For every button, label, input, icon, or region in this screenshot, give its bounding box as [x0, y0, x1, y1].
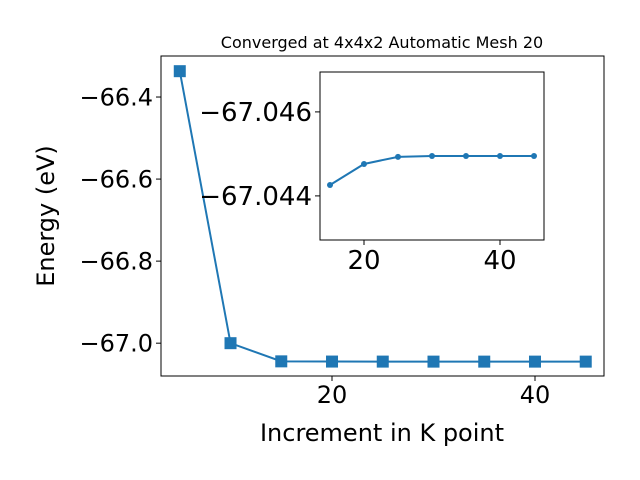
data-point [429, 153, 435, 159]
data-point [478, 355, 491, 368]
y-tick-label: −66.8 [79, 248, 153, 276]
x-tick-label: 40 [483, 246, 516, 276]
data-point [224, 337, 237, 350]
data-point [326, 181, 333, 188]
y-tick-label: −66.4 [79, 83, 153, 111]
data-point [376, 355, 389, 368]
data-point [497, 153, 504, 159]
x-tick-label: 20 [317, 381, 348, 409]
data-point [531, 153, 538, 159]
y-tick-label: −67.044 [199, 182, 312, 212]
data-point [360, 160, 367, 167]
data-point [394, 153, 401, 160]
chart-title: Converged at 4x4x2 Automatic Mesh 20 [221, 33, 543, 52]
y-tick-label: −66.6 [79, 165, 153, 193]
x-axis-label: Increment in K point [260, 419, 504, 447]
x-tick-label: 40 [520, 381, 551, 409]
x-tick-label: 20 [347, 246, 380, 276]
data-point [173, 65, 186, 78]
data-point [528, 355, 541, 368]
data-point [326, 355, 339, 368]
data-point [579, 355, 592, 368]
data-point [463, 153, 470, 159]
data-point [275, 355, 288, 368]
y-tick-label: −67.046 [199, 98, 312, 128]
y-axis-label: Energy (eV) [32, 145, 60, 287]
data-point [427, 355, 440, 368]
y-tick-label: −67.0 [79, 330, 153, 358]
